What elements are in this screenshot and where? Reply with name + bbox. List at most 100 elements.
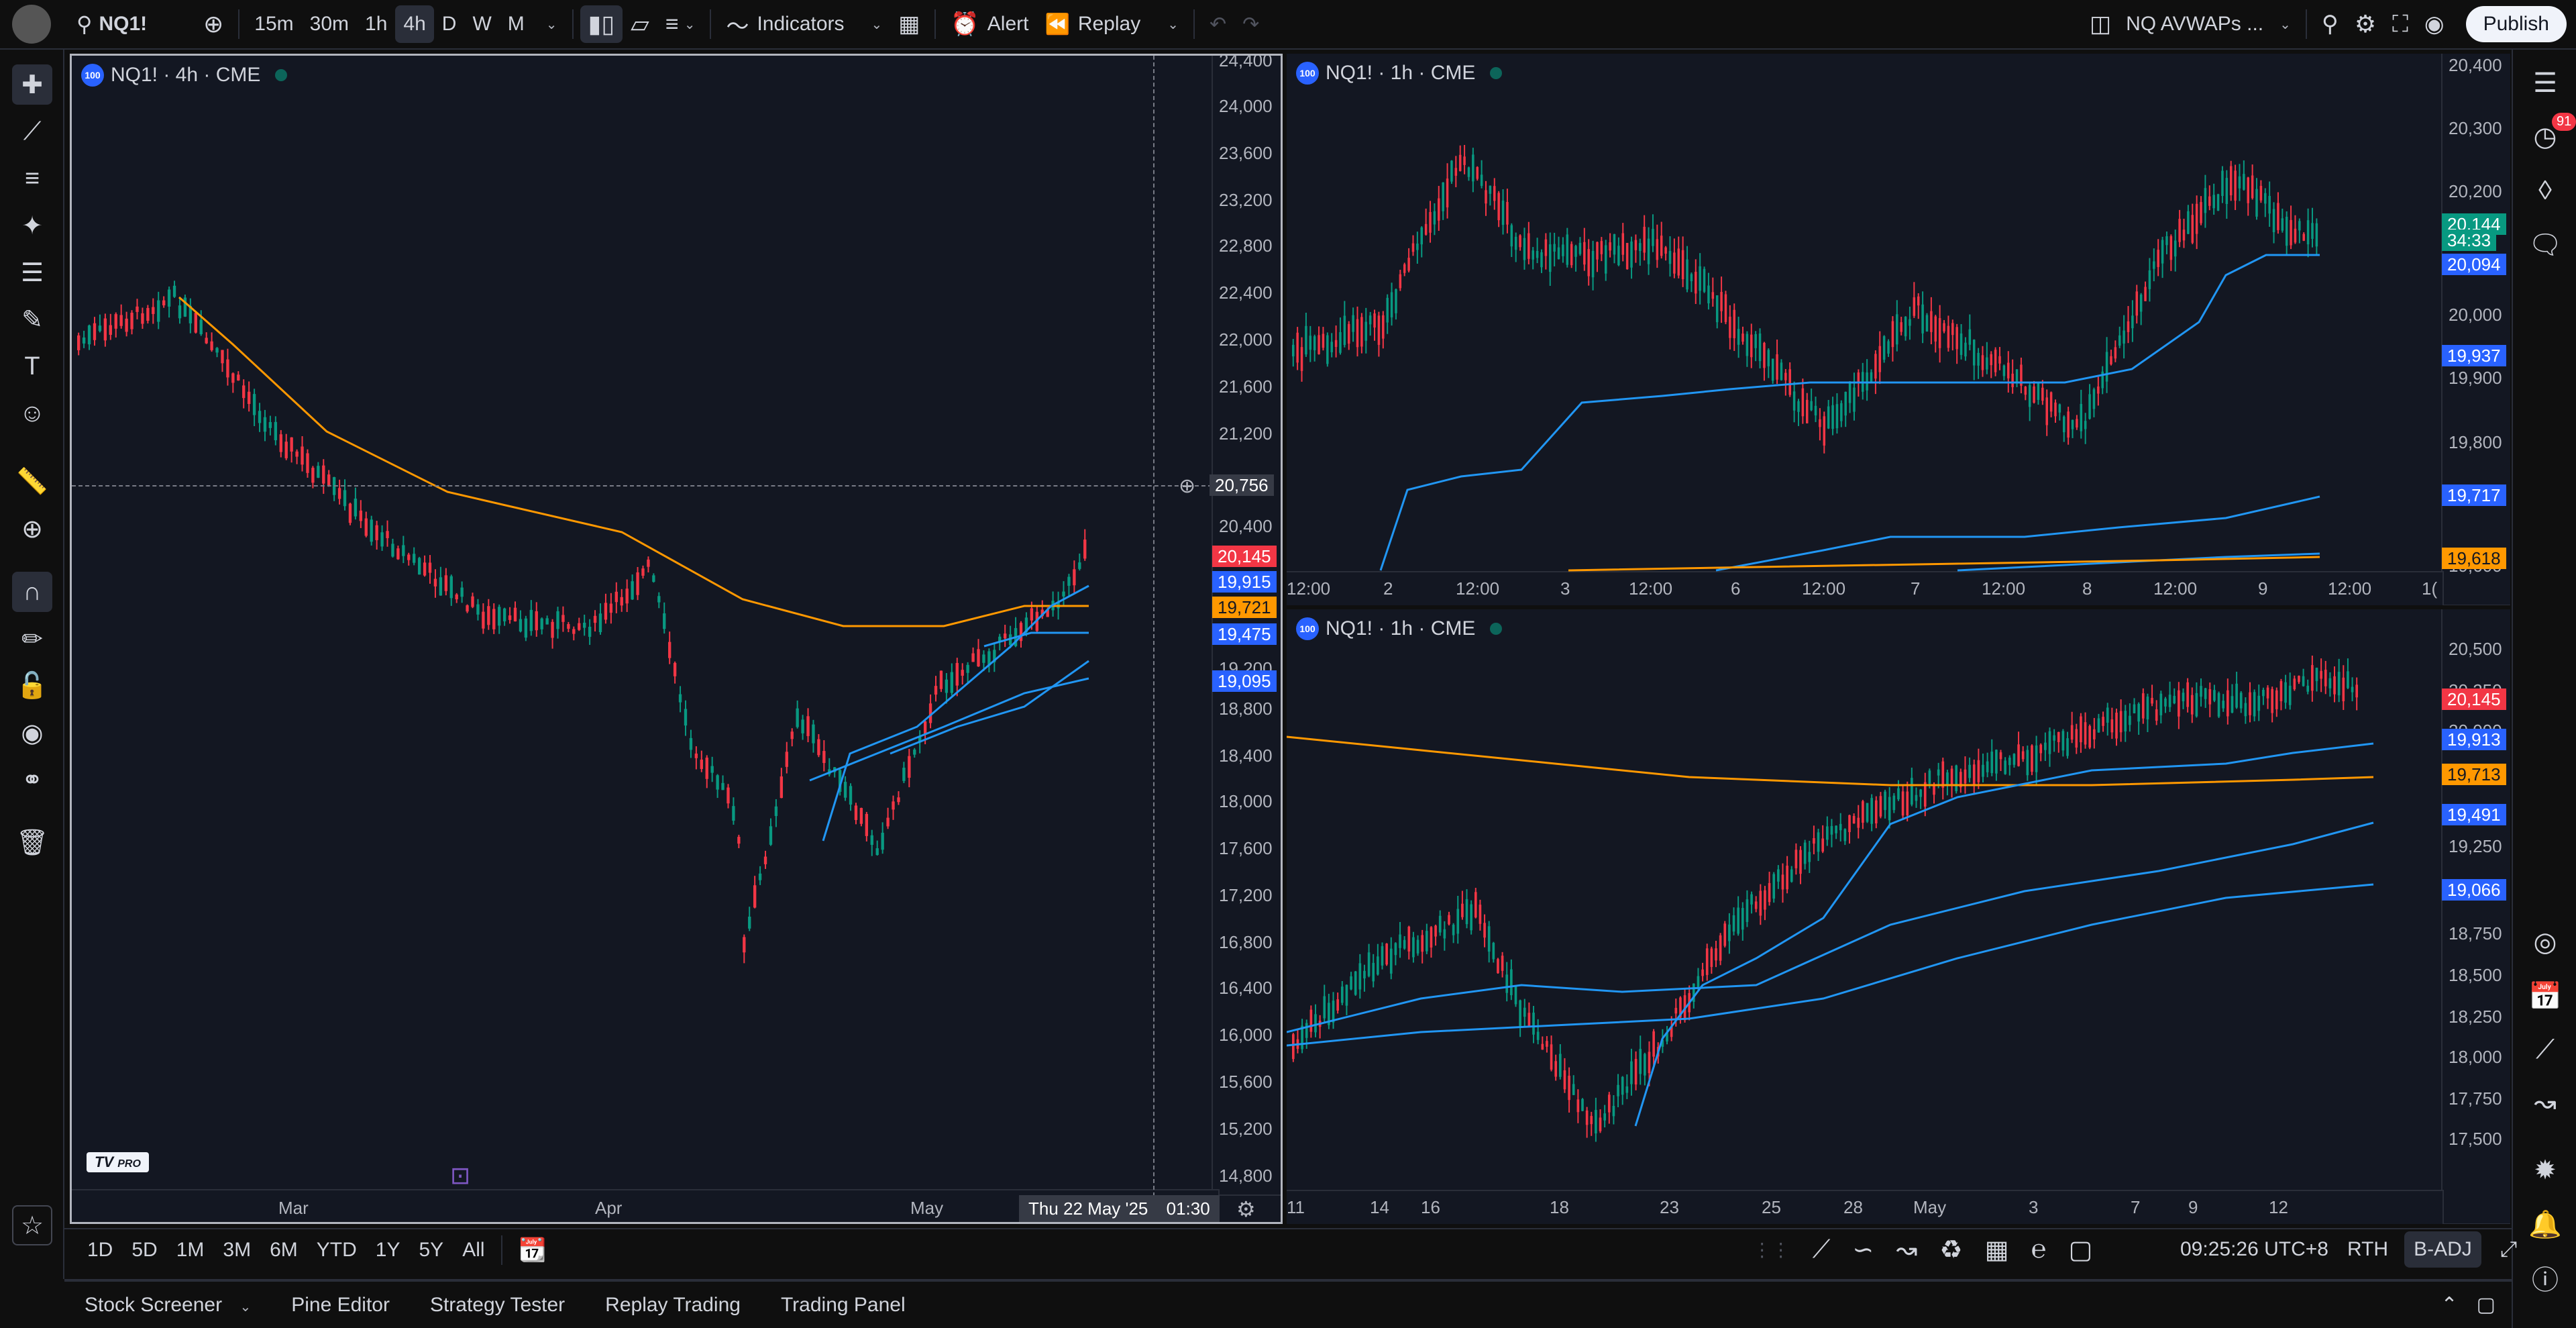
- chart-legend[interactable]: 100 NQ1! · 1h · CME: [1296, 62, 1503, 85]
- brush-tool[interactable]: ✎: [12, 299, 52, 340]
- price-range-icon[interactable]: ▦: [1984, 1235, 2009, 1264]
- maximize-panel-icon[interactable]: ▢: [2476, 1294, 2496, 1316]
- range-ytd[interactable]: YTD: [316, 1239, 357, 1261]
- candle: [1911, 778, 1913, 805]
- interval-30m[interactable]: 30m: [309, 13, 350, 35]
- session-toggle[interactable]: RTH: [2347, 1238, 2389, 1260]
- tab-replay-trading[interactable]: Replay Trading: [605, 1293, 741, 1316]
- alert-button[interactable]: ⏰ Alert: [943, 5, 1036, 43]
- trendline-tool[interactable]: ⟋: [12, 111, 52, 152]
- settings-button[interactable]: ⚙: [2347, 5, 2384, 43]
- chart-legend[interactable]: 100 NQ1! · 1h · CME: [1296, 617, 1503, 640]
- interval-w[interactable]: W: [472, 13, 492, 35]
- magnet-tool[interactable]: ∩: [12, 572, 52, 612]
- range-1d[interactable]: 1D: [87, 1239, 113, 1261]
- options-button[interactable]: ⟋: [2525, 1029, 2565, 1070]
- pine-button[interactable]: ↝: [2525, 1083, 2565, 1123]
- tab-stock-screener[interactable]: Stock Screener ⌄: [64, 1294, 271, 1317]
- range-all[interactable]: All: [462, 1239, 485, 1261]
- candle: [2041, 387, 2044, 401]
- snapshot-button[interactable]: ◉: [2416, 5, 2453, 43]
- range-5d[interactable]: 5D: [131, 1239, 158, 1261]
- symbol-search[interactable]: ⚲ NQ1!: [68, 5, 155, 43]
- streams-button[interactable]: ✹: [2525, 1150, 2565, 1190]
- text-cursor-icon[interactable]: ℮: [2031, 1235, 2047, 1264]
- compare-add-button[interactable]: ⊕: [195, 5, 231, 43]
- tab-pine-editor[interactable]: Pine Editor: [291, 1293, 390, 1316]
- scroll-to-realtime-icon[interactable]: ⊡: [450, 1162, 471, 1189]
- chart-type-dropdown[interactable]: ≡ ⌄: [657, 5, 704, 43]
- fullscreen-button[interactable]: ⛶: [2384, 5, 2416, 43]
- tradingview-logo[interactable]: TV PRO: [87, 1152, 149, 1172]
- chart-pane-1h-top[interactable]: 100 NQ1! · 1h · CME 20,400 20,300 20,200 20…: [1287, 54, 2510, 605]
- trendline-icon[interactable]: ⟋: [1812, 1235, 1831, 1264]
- range-5y[interactable]: 5Y: [419, 1239, 444, 1261]
- layout-selector[interactable]: ◫ NQ AVWAPs ... ⌄: [2082, 5, 2299, 43]
- range-1y[interactable]: 1Y: [375, 1239, 400, 1261]
- indicators-button[interactable]: 〜 Indicators ⌄: [718, 5, 890, 43]
- go-to-date-button[interactable]: 📆: [509, 1237, 556, 1264]
- curve-icon[interactable]: ∽: [1852, 1235, 1874, 1264]
- replay-button[interactable]: ⏪ Replay ⌄: [1036, 5, 1187, 43]
- tab-strategy-tester[interactable]: Strategy Tester: [429, 1293, 566, 1316]
- maximize-icon[interactable]: ⤢: [2500, 1237, 2518, 1261]
- notifications-button[interactable]: 🔔: [2525, 1204, 2565, 1244]
- clock-readout[interactable]: 09:25:26 UTC+8: [2180, 1238, 2328, 1260]
- fib-tool[interactable]: ≡: [12, 158, 52, 199]
- publish-button[interactable]: Publish: [2465, 6, 2567, 42]
- chart-settings-gear-icon[interactable]: ⚙: [1236, 1197, 1256, 1221]
- pattern-tool[interactable]: ✦: [12, 205, 52, 246]
- interval-1h[interactable]: 1h: [365, 13, 388, 35]
- emoji-tool[interactable]: ☺: [12, 393, 52, 433]
- candle: [146, 307, 150, 321]
- avatar[interactable]: [12, 5, 51, 44]
- interval-15m[interactable]: 15m: [254, 13, 294, 35]
- chart-type-bars-button[interactable]: ▱: [623, 5, 657, 43]
- redo-button[interactable]: ↷: [1234, 5, 1267, 43]
- interval-dropdown[interactable]: ⌄: [533, 5, 566, 43]
- range-3m[interactable]: 3M: [223, 1239, 252, 1261]
- alerts-button[interactable]: ◷ 91: [2525, 113, 2576, 157]
- undo-button[interactable]: ↶: [1201, 5, 1234, 43]
- text-tool[interactable]: T: [12, 346, 52, 387]
- redo-icon: ↷: [1242, 13, 1260, 36]
- keep-drawing-tool[interactable]: ✏: [12, 619, 52, 659]
- interval-d[interactable]: D: [441, 13, 457, 35]
- sync-drawings-tool[interactable]: ⚭: [12, 760, 52, 800]
- remove-drawings-tool[interactable]: 🗑: [12, 823, 52, 863]
- quick-search-button[interactable]: ⚲: [2314, 5, 2347, 43]
- rectangle-icon[interactable]: ▢: [2068, 1235, 2093, 1264]
- lock-drawings-tool[interactable]: 🔓: [12, 666, 52, 706]
- chart-pane-4h[interactable]: 100 NQ1! · 4h · CME ⊕ 20,756 24,400 24,00…: [70, 54, 1283, 1224]
- measure-tool[interactable]: 📏: [12, 462, 52, 502]
- tab-trading-panel[interactable]: Trading Panel: [780, 1293, 906, 1316]
- chart-legend[interactable]: 100 NQ1! · 4h · CME: [81, 64, 288, 87]
- zoom-tool[interactable]: ⊕: [12, 509, 52, 549]
- help-button[interactable]: ⓘ: [2525, 1258, 2565, 1298]
- path-icon[interactable]: ↝: [1896, 1235, 1918, 1264]
- hide-drawings-tool[interactable]: ◉: [12, 713, 52, 753]
- chart-type-candles-button[interactable]: ▮▯: [580, 5, 623, 43]
- long-position-icon[interactable]: ♻: [1939, 1235, 1963, 1264]
- watchlist-button[interactable]: ☰: [2525, 63, 2565, 103]
- range-1m[interactable]: 1M: [176, 1239, 205, 1261]
- crosshair-add-icon[interactable]: ⊕: [1179, 475, 1196, 497]
- chat-button[interactable]: 🗨: [2525, 224, 2565, 264]
- candle: [801, 719, 804, 733]
- object-tree-button[interactable]: ◊: [2525, 170, 2565, 211]
- crosshair-tool[interactable]: ✚: [12, 64, 52, 105]
- favorites-tool[interactable]: ☆: [12, 1205, 52, 1245]
- candle: [455, 594, 458, 600]
- range-6m[interactable]: 6M: [270, 1239, 298, 1261]
- interval-4h[interactable]: 4h: [395, 5, 434, 43]
- collapse-panel-icon[interactable]: ⌃: [2440, 1294, 2458, 1316]
- adjustment-toggle[interactable]: B-ADJ: [2404, 1231, 2481, 1268]
- templates-button[interactable]: ▦: [890, 5, 928, 43]
- interval-m[interactable]: M: [507, 13, 525, 35]
- calendar-button[interactable]: 📅: [2525, 976, 2565, 1016]
- screener-button[interactable]: ◎: [2525, 922, 2565, 962]
- chart-pane-1h-bottom[interactable]: 100 NQ1! · 1h · CME 20,50020,25020,00019…: [1287, 609, 2510, 1224]
- drag-handle-icon[interactable]: ⋮⋮: [1752, 1239, 1790, 1260]
- forecast-tool[interactable]: ☰: [12, 252, 52, 293]
- candle: [136, 306, 139, 312]
